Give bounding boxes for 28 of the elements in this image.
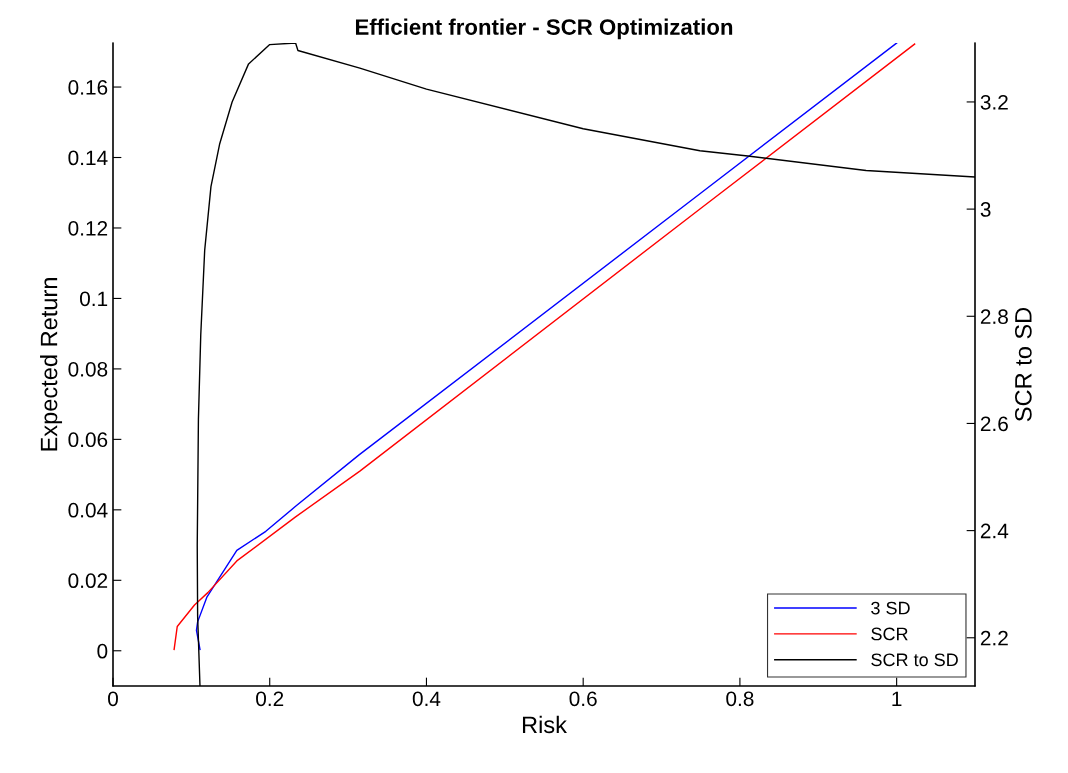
y-tick-label: 0.12	[68, 220, 108, 236]
y-tick-label: 0.02	[68, 573, 108, 589]
y2-tick-label: 2.4	[980, 523, 1009, 539]
x-tick-label: 0.4	[412, 691, 441, 707]
y-tick-label: 0.04	[68, 502, 108, 518]
legend-label: SCR to SD	[871, 653, 958, 667]
x-tick-label: 0.2	[256, 691, 284, 707]
y-tick-label: 0	[97, 643, 108, 659]
y2-tick-label: 2.2	[980, 630, 1008, 646]
x-axis-title: Risk	[522, 715, 567, 734]
y2-axis-title: SCR to SD	[1015, 307, 1032, 422]
y-tick-label: 0.14	[68, 150, 108, 166]
y2-tick-label: 3	[980, 202, 991, 217]
x-tick-label: 0	[108, 691, 118, 707]
y-tick-label: 0.08	[68, 361, 108, 377]
y-tick-label: 0.16	[68, 80, 108, 95]
chart-title: Efficient frontier - SCR Optimization	[355, 18, 733, 40]
legend-label: 3 SD	[871, 601, 910, 615]
y2-tick-label: 2.8	[980, 309, 1008, 325]
y2-tick-label: 3.2	[980, 94, 1008, 110]
y-tick-label: 0.06	[68, 432, 108, 448]
x-tick-label: 1	[892, 691, 902, 706]
x-tick-label: 0.8	[726, 691, 754, 707]
y2-tick-label: 2.6	[980, 416, 1008, 432]
y-tick-label: 0.1	[79, 291, 108, 307]
y-axis-title: Expected Return	[40, 278, 63, 451]
legend-label: SCR	[871, 627, 908, 641]
x-tick-label: 0.6	[569, 691, 597, 707]
